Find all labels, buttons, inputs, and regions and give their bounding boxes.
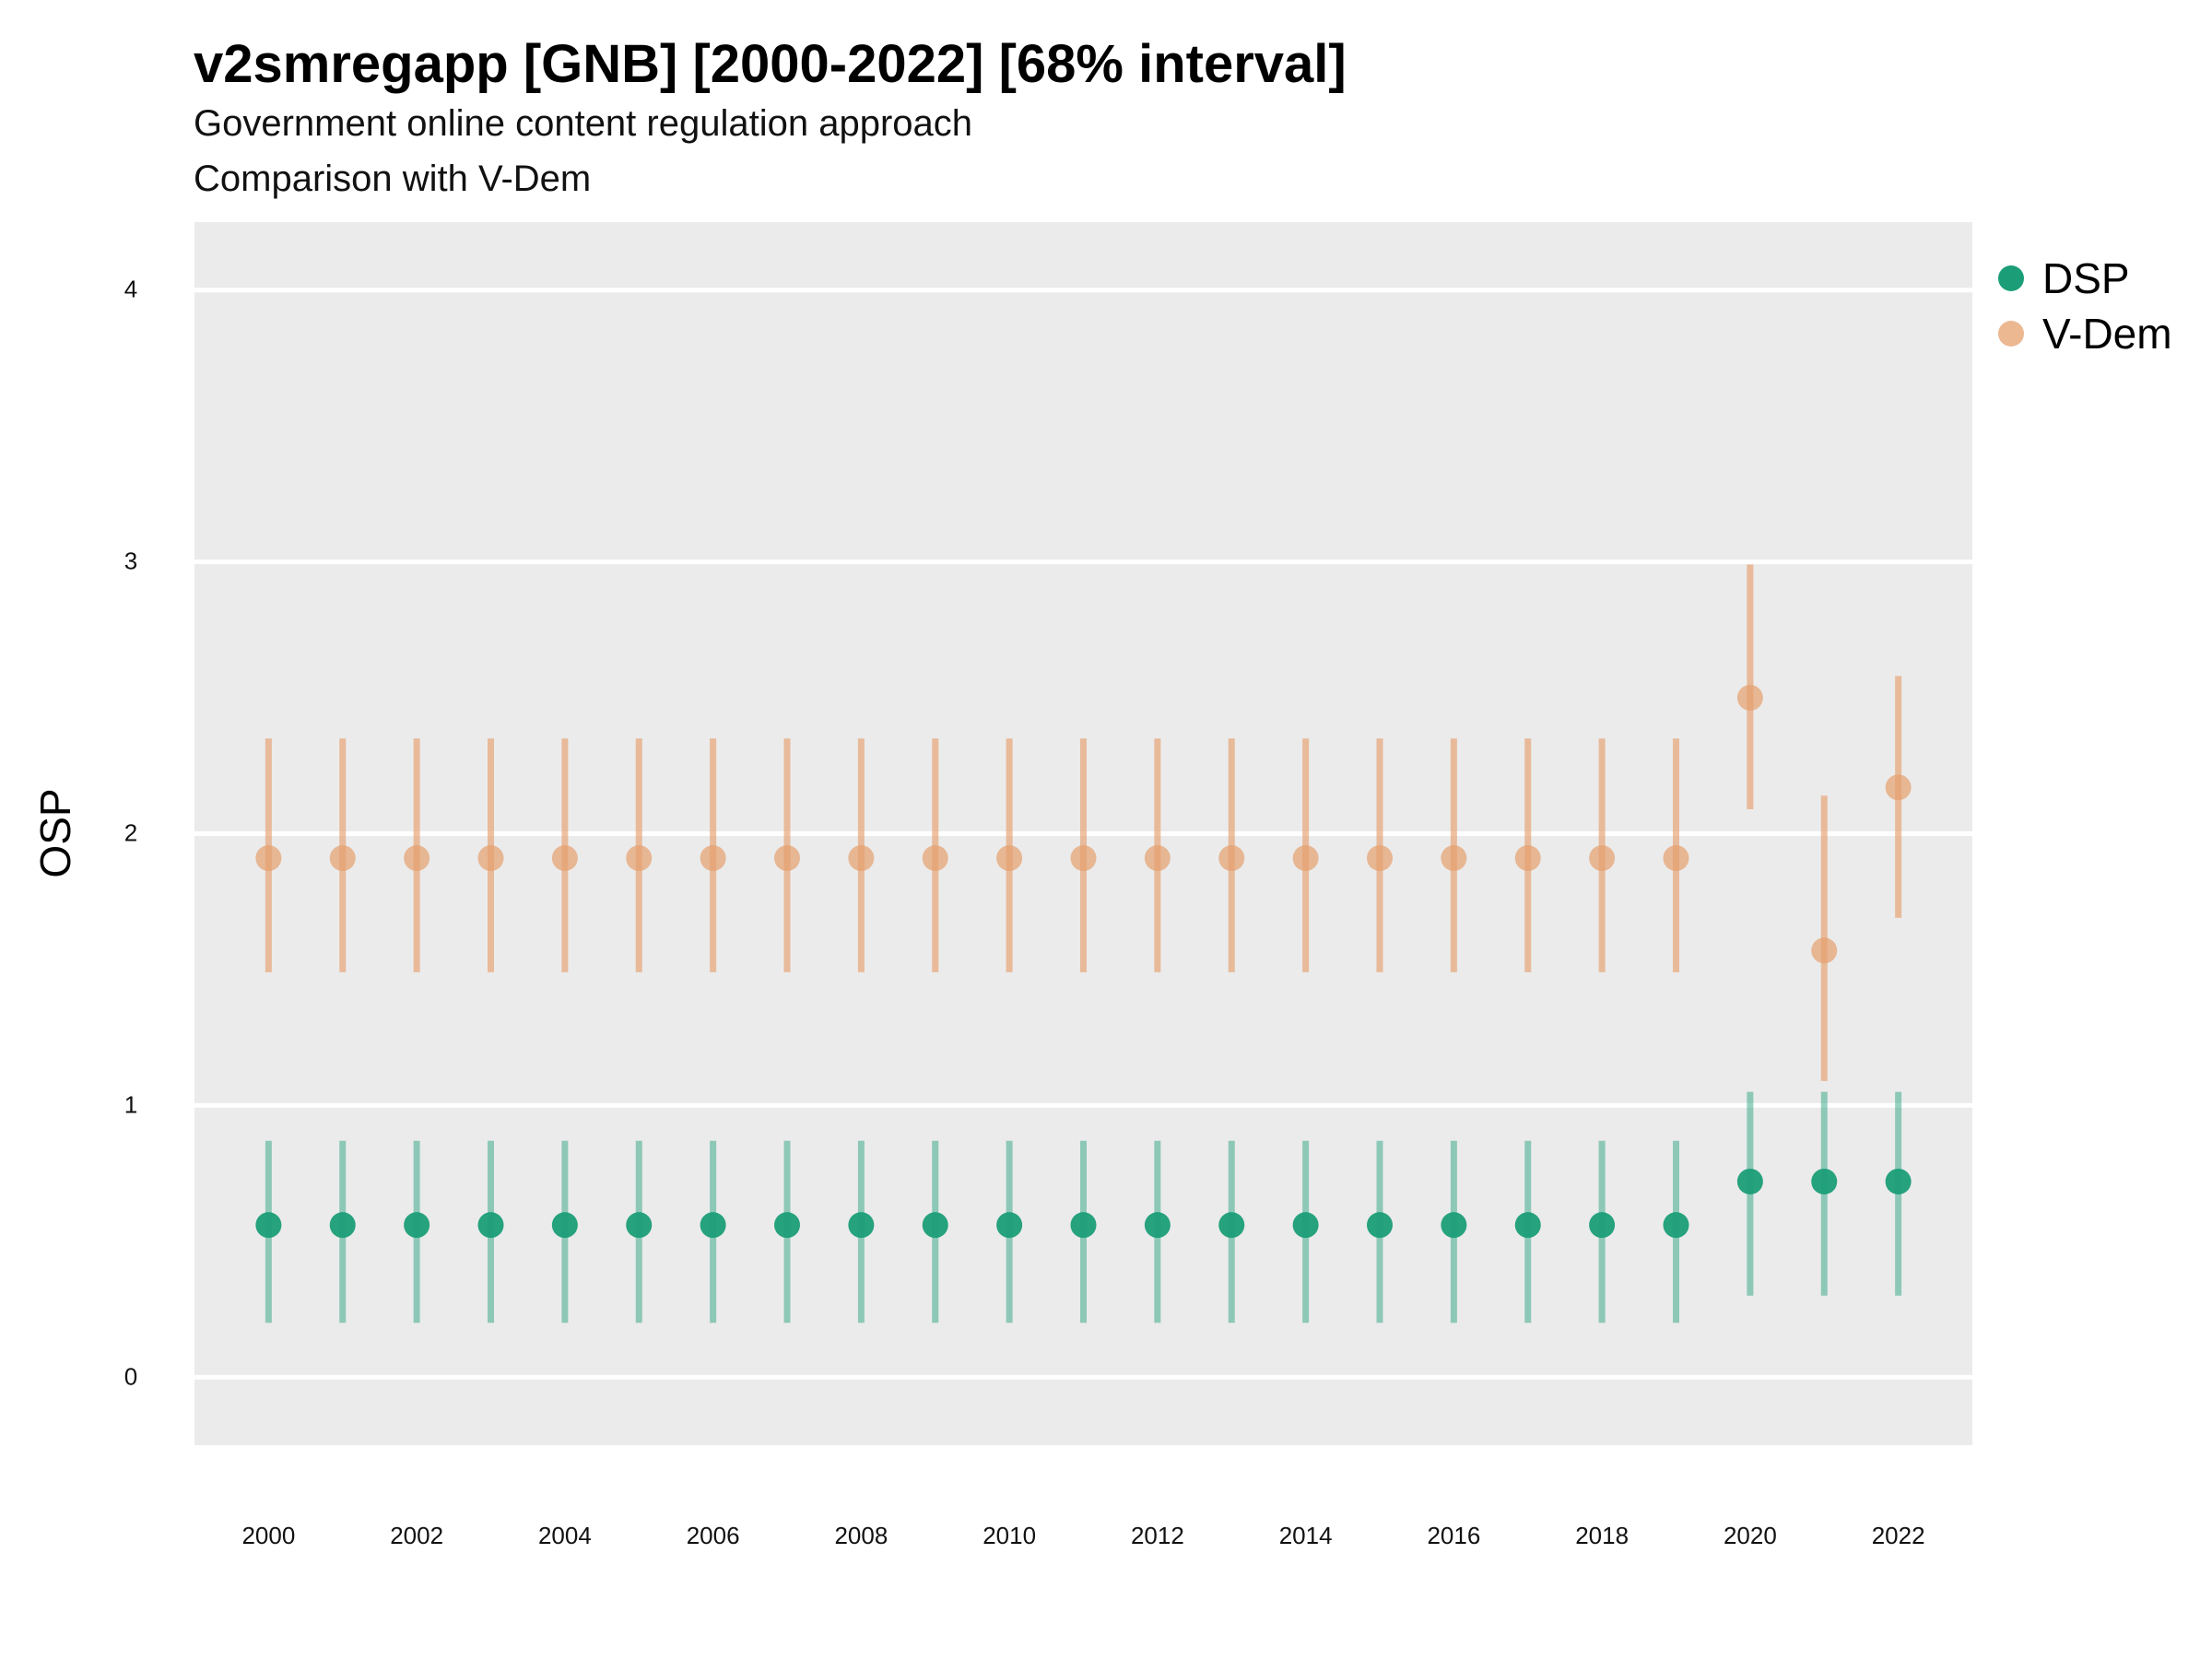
data-point[interactable] [848,1212,875,1239]
data-point[interactable] [774,845,800,872]
data-point[interactable] [1811,1168,1838,1194]
x-tick-label: 2018 [1575,1522,1629,1549]
data-point[interactable] [551,1212,578,1239]
data-point[interactable] [1811,937,1838,964]
data-point[interactable] [922,845,948,872]
data-point[interactable] [1589,845,1616,872]
x-tick-label: 2002 [390,1522,443,1549]
data-point[interactable] [1070,845,1097,872]
y-tick-label: 1 [124,1090,137,1118]
y-tick-label: 2 [124,819,137,847]
legend-swatch-dsp [1998,265,2024,291]
data-point[interactable] [1218,1212,1245,1239]
y-tick-label: 4 [124,276,137,303]
data-point[interactable] [1736,685,1763,712]
data-point[interactable] [477,1212,504,1239]
x-tick-label: 2012 [1131,1522,1184,1549]
legend-item-dsp[interactable]: DSP [1998,251,2172,306]
x-tick-labels: 2000 2002 2004 2006 2008 2010 2012 2014 2016 2018… [241,1522,1924,1549]
data-point[interactable] [255,845,282,872]
data-point[interactable] [329,845,356,872]
data-point[interactable] [1070,1212,1097,1239]
chart-title: v2smregapp [GNB] [2000-2022] [68% interv… [194,34,1347,94]
data-point[interactable] [996,1212,1023,1239]
data-point[interactable] [1367,1212,1393,1239]
data-point[interactable] [1736,1168,1763,1194]
legend-swatch-vdem [1998,321,2024,347]
x-tick-label: 2010 [982,1522,1036,1549]
data-point[interactable] [404,845,430,872]
data-point[interactable] [922,1212,948,1239]
data-point[interactable] [1885,774,1912,801]
legend-label-dsp: DSP [2042,254,2130,302]
data-point[interactable] [1589,1212,1616,1239]
chart-subtitle-line-2: Comparison with V-Dem [194,159,592,199]
data-point[interactable] [477,845,504,872]
legend-item-vdem[interactable]: V-Dem [1998,306,2172,361]
data-point[interactable] [1144,1212,1171,1239]
x-tick-label: 2006 [687,1522,740,1549]
y-axis-title: OSP [31,788,79,877]
data-point[interactable] [1441,1212,1467,1239]
data-point[interactable] [1663,845,1689,872]
legend-label-vdem: V-Dem [2042,310,2172,358]
x-tick-label: 2008 [834,1522,888,1549]
data-point[interactable] [404,1212,430,1239]
data-point[interactable] [329,1212,356,1239]
data-point[interactable] [255,1212,282,1239]
data-point[interactable] [700,1212,726,1239]
data-point[interactable] [1885,1168,1912,1194]
data-point[interactable] [1292,1212,1319,1239]
x-tick-label: 2004 [538,1522,592,1549]
data-point[interactable] [626,1212,653,1239]
x-tick-label: 2020 [1724,1522,1777,1549]
data-point[interactable] [774,1212,800,1239]
data-point[interactable] [1514,845,1541,872]
y-tick-label: 0 [124,1362,137,1390]
data-point[interactable] [700,845,726,872]
x-tick-label: 2022 [1872,1522,1925,1549]
data-point[interactable] [1144,845,1171,872]
data-point[interactable] [1218,845,1245,872]
data-point[interactable] [1292,845,1319,872]
data-point[interactable] [1441,845,1467,872]
chart-subtitle-line-1: Government online content regulation app… [194,103,972,144]
x-tick-label: 2000 [241,1522,295,1549]
data-point[interactable] [1367,845,1393,872]
series-dsp [255,1091,1912,1324]
series-vdem [255,564,1912,1081]
x-tick-label: 2014 [1279,1522,1333,1549]
data-series [255,564,1912,1324]
x-tick-label: 2016 [1427,1522,1480,1549]
y-tick-label: 3 [124,547,137,575]
data-point[interactable] [996,845,1023,872]
data-point[interactable] [551,845,578,872]
data-point[interactable] [1663,1212,1689,1239]
y-tick-labels: 0 1 2 3 4 [124,276,137,1391]
data-point[interactable] [1514,1212,1541,1239]
data-point[interactable] [848,845,875,872]
legend: DSP V-Dem [1998,251,2172,361]
data-point[interactable] [626,845,653,872]
